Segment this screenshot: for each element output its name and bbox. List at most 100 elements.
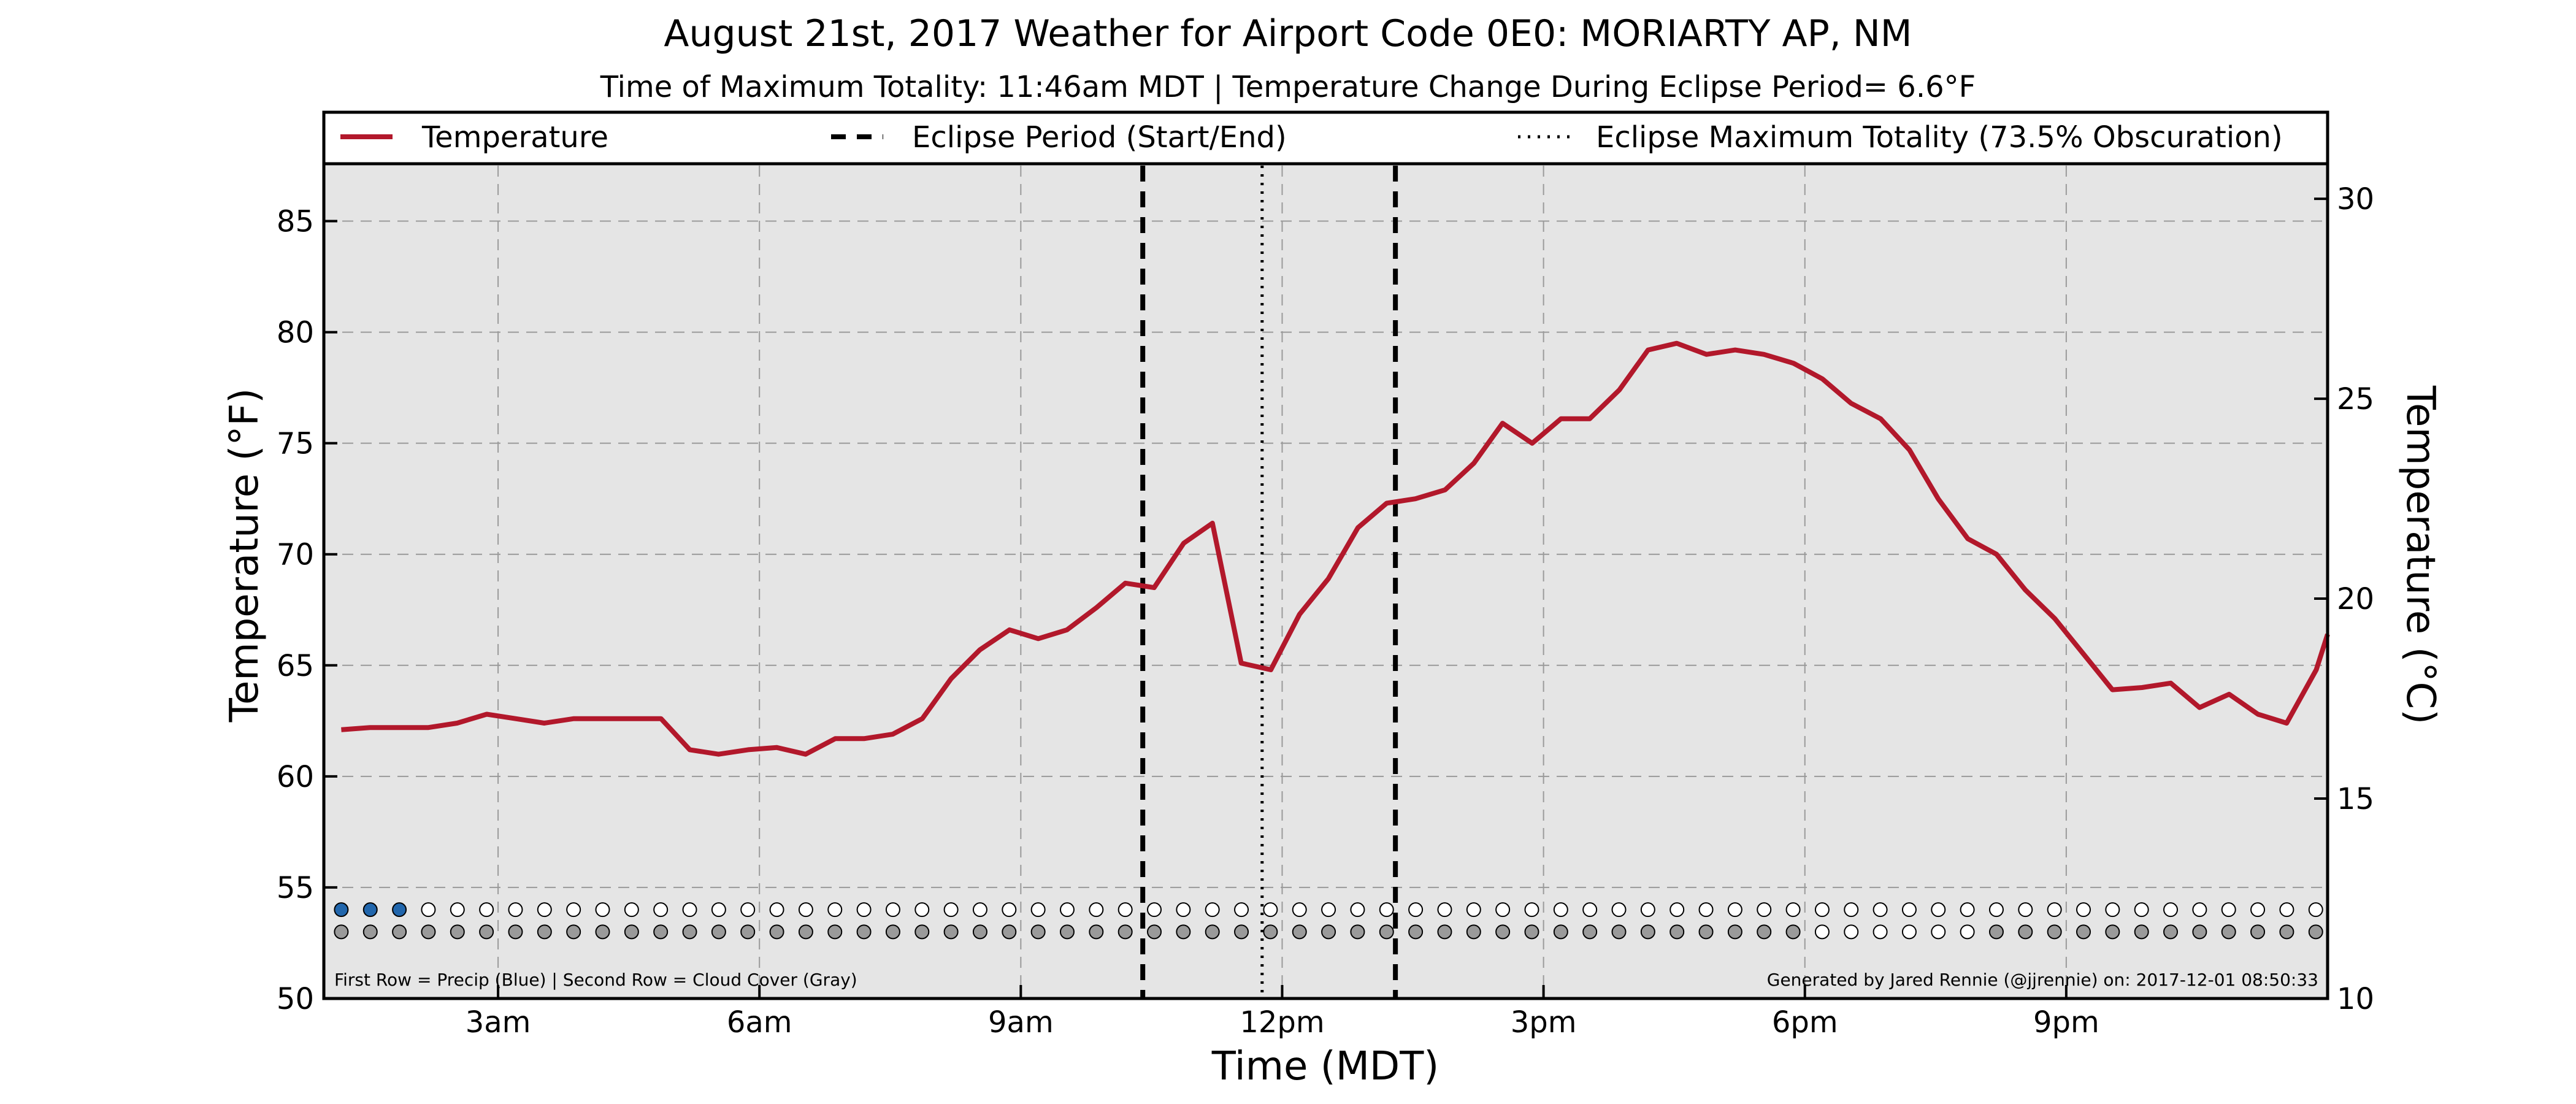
precip-marker (1844, 902, 1859, 918)
cloud-marker (421, 924, 436, 940)
cloud-marker (1669, 924, 1685, 940)
precip-marker (392, 902, 407, 918)
cloud-marker (595, 924, 610, 940)
precip-marker (972, 902, 987, 918)
precip-marker (624, 902, 639, 918)
cloud-marker (566, 924, 581, 940)
precip-marker (450, 902, 465, 918)
cloud-marker (1030, 924, 1046, 940)
x-tick-label-3pm: 3pm (1511, 1005, 1577, 1040)
precip-marker (1727, 902, 1742, 918)
legend-label-eclipse-max: Eclipse Maximum Totality (73.5% Obscurat… (1596, 120, 2283, 155)
precip-marker (856, 902, 872, 918)
precip-marker (1466, 902, 1481, 918)
precip-marker (1234, 902, 1249, 918)
cloud-marker (1147, 924, 1162, 940)
footnote-left: First Row = Precip (Blue) | Second Row =… (334, 970, 857, 990)
precip-marker (2047, 902, 2062, 918)
cloud-marker (885, 924, 900, 940)
cloud-marker (2221, 924, 2236, 940)
y-tick-label-65: 65 (277, 649, 314, 683)
cloud-marker (1960, 924, 1975, 940)
cloud-marker (2279, 924, 2294, 940)
cloud-marker (1757, 924, 1772, 940)
cloud-marker (1234, 924, 1249, 940)
precip-marker (1757, 902, 1772, 918)
precip-marker (1669, 902, 1685, 918)
cloud-marker (943, 924, 959, 940)
precip-marker (2105, 902, 2120, 918)
precip-marker (1698, 902, 1714, 918)
cloud-marker (450, 924, 465, 940)
cloud-marker (769, 924, 784, 940)
precip-marker (1524, 902, 1539, 918)
cloud-marker (2018, 924, 2033, 940)
precip-marker (479, 902, 494, 918)
precip-marker (2221, 902, 2236, 918)
precip-marker (1321, 902, 1336, 918)
precip-marker (1176, 902, 1191, 918)
legend-label-eclipse-period: Eclipse Period (Start/End) (912, 120, 1287, 155)
precip-marker (2018, 902, 2033, 918)
temperature-series-line (341, 340, 2330, 757)
marker-rows (334, 902, 2323, 940)
cloud-marker (1089, 924, 1104, 940)
cloud-marker (2047, 924, 2062, 940)
cloud-marker (2163, 924, 2179, 940)
precip-marker (1960, 902, 1975, 918)
precip-marker (1495, 902, 1511, 918)
precip-marker (1408, 902, 1424, 918)
cloud-marker (392, 924, 407, 940)
precip-marker (653, 902, 669, 918)
axis-ticks: 3am 6am 9am 12pm 3pm 6pm 9pm 50 55 60 65 70 75 80 85 10… (277, 182, 2374, 1040)
cloud-marker (1205, 924, 1220, 940)
precip-marker (1350, 902, 1365, 918)
cloud-marker (1814, 924, 1830, 940)
precip-marker (2308, 902, 2323, 918)
precip-marker (1292, 902, 1307, 918)
x-tick-label-6am: 6am (727, 1005, 792, 1040)
precip-marker (1785, 902, 1801, 918)
cloud-marker (1582, 924, 1598, 940)
precip-marker (508, 902, 523, 918)
cloud-marker (856, 924, 872, 940)
cloud-marker (1727, 924, 1742, 940)
cloud-marker (2308, 924, 2323, 940)
precip-marker (914, 902, 930, 918)
chart-title: August 21st, 2017 Weather for Airport Co… (664, 12, 1912, 55)
cloud-marker (1002, 924, 1017, 940)
cloud-marker (362, 924, 378, 940)
precip-marker (1988, 902, 2004, 918)
precip-marker (1873, 902, 1888, 918)
cloud-marker (1379, 924, 1394, 940)
eclipse-lines (1140, 166, 1398, 999)
x-tick-label-12pm: 12pm (1240, 1005, 1324, 1040)
cloud-marker (624, 924, 639, 940)
precip-marker (595, 902, 610, 918)
cloud-marker (798, 924, 813, 940)
precip-marker (537, 902, 552, 918)
cloud-marker (1785, 924, 1801, 940)
y-tick-label-85: 85 (277, 205, 314, 239)
x-tick-label-9am: 9am (988, 1005, 1054, 1040)
footnote-right: Generated by Jared Rennie (@jjrennie) on… (1767, 970, 2318, 990)
cloud-marker (1611, 924, 1627, 940)
cloud-marker (682, 924, 697, 940)
precip-marker (362, 902, 378, 918)
cloud-marker (1901, 924, 1917, 940)
cloud-marker (537, 924, 552, 940)
y-right-tick-label-10: 10 (2337, 982, 2374, 1016)
cloud-marker (1263, 924, 1278, 940)
cloud-marker (711, 924, 726, 940)
precip-marker (1117, 902, 1133, 918)
precip-marker (885, 902, 900, 918)
precip-marker (1901, 902, 1917, 918)
precip-marker (2192, 902, 2207, 918)
cloud-marker (1408, 924, 1424, 940)
precip-marker (2250, 902, 2266, 918)
precip-marker (2134, 902, 2149, 918)
y-tick-label-60: 60 (277, 760, 314, 794)
precip-marker (1030, 902, 1046, 918)
precip-marker (1059, 902, 1075, 918)
cloud-marker (1292, 924, 1307, 940)
